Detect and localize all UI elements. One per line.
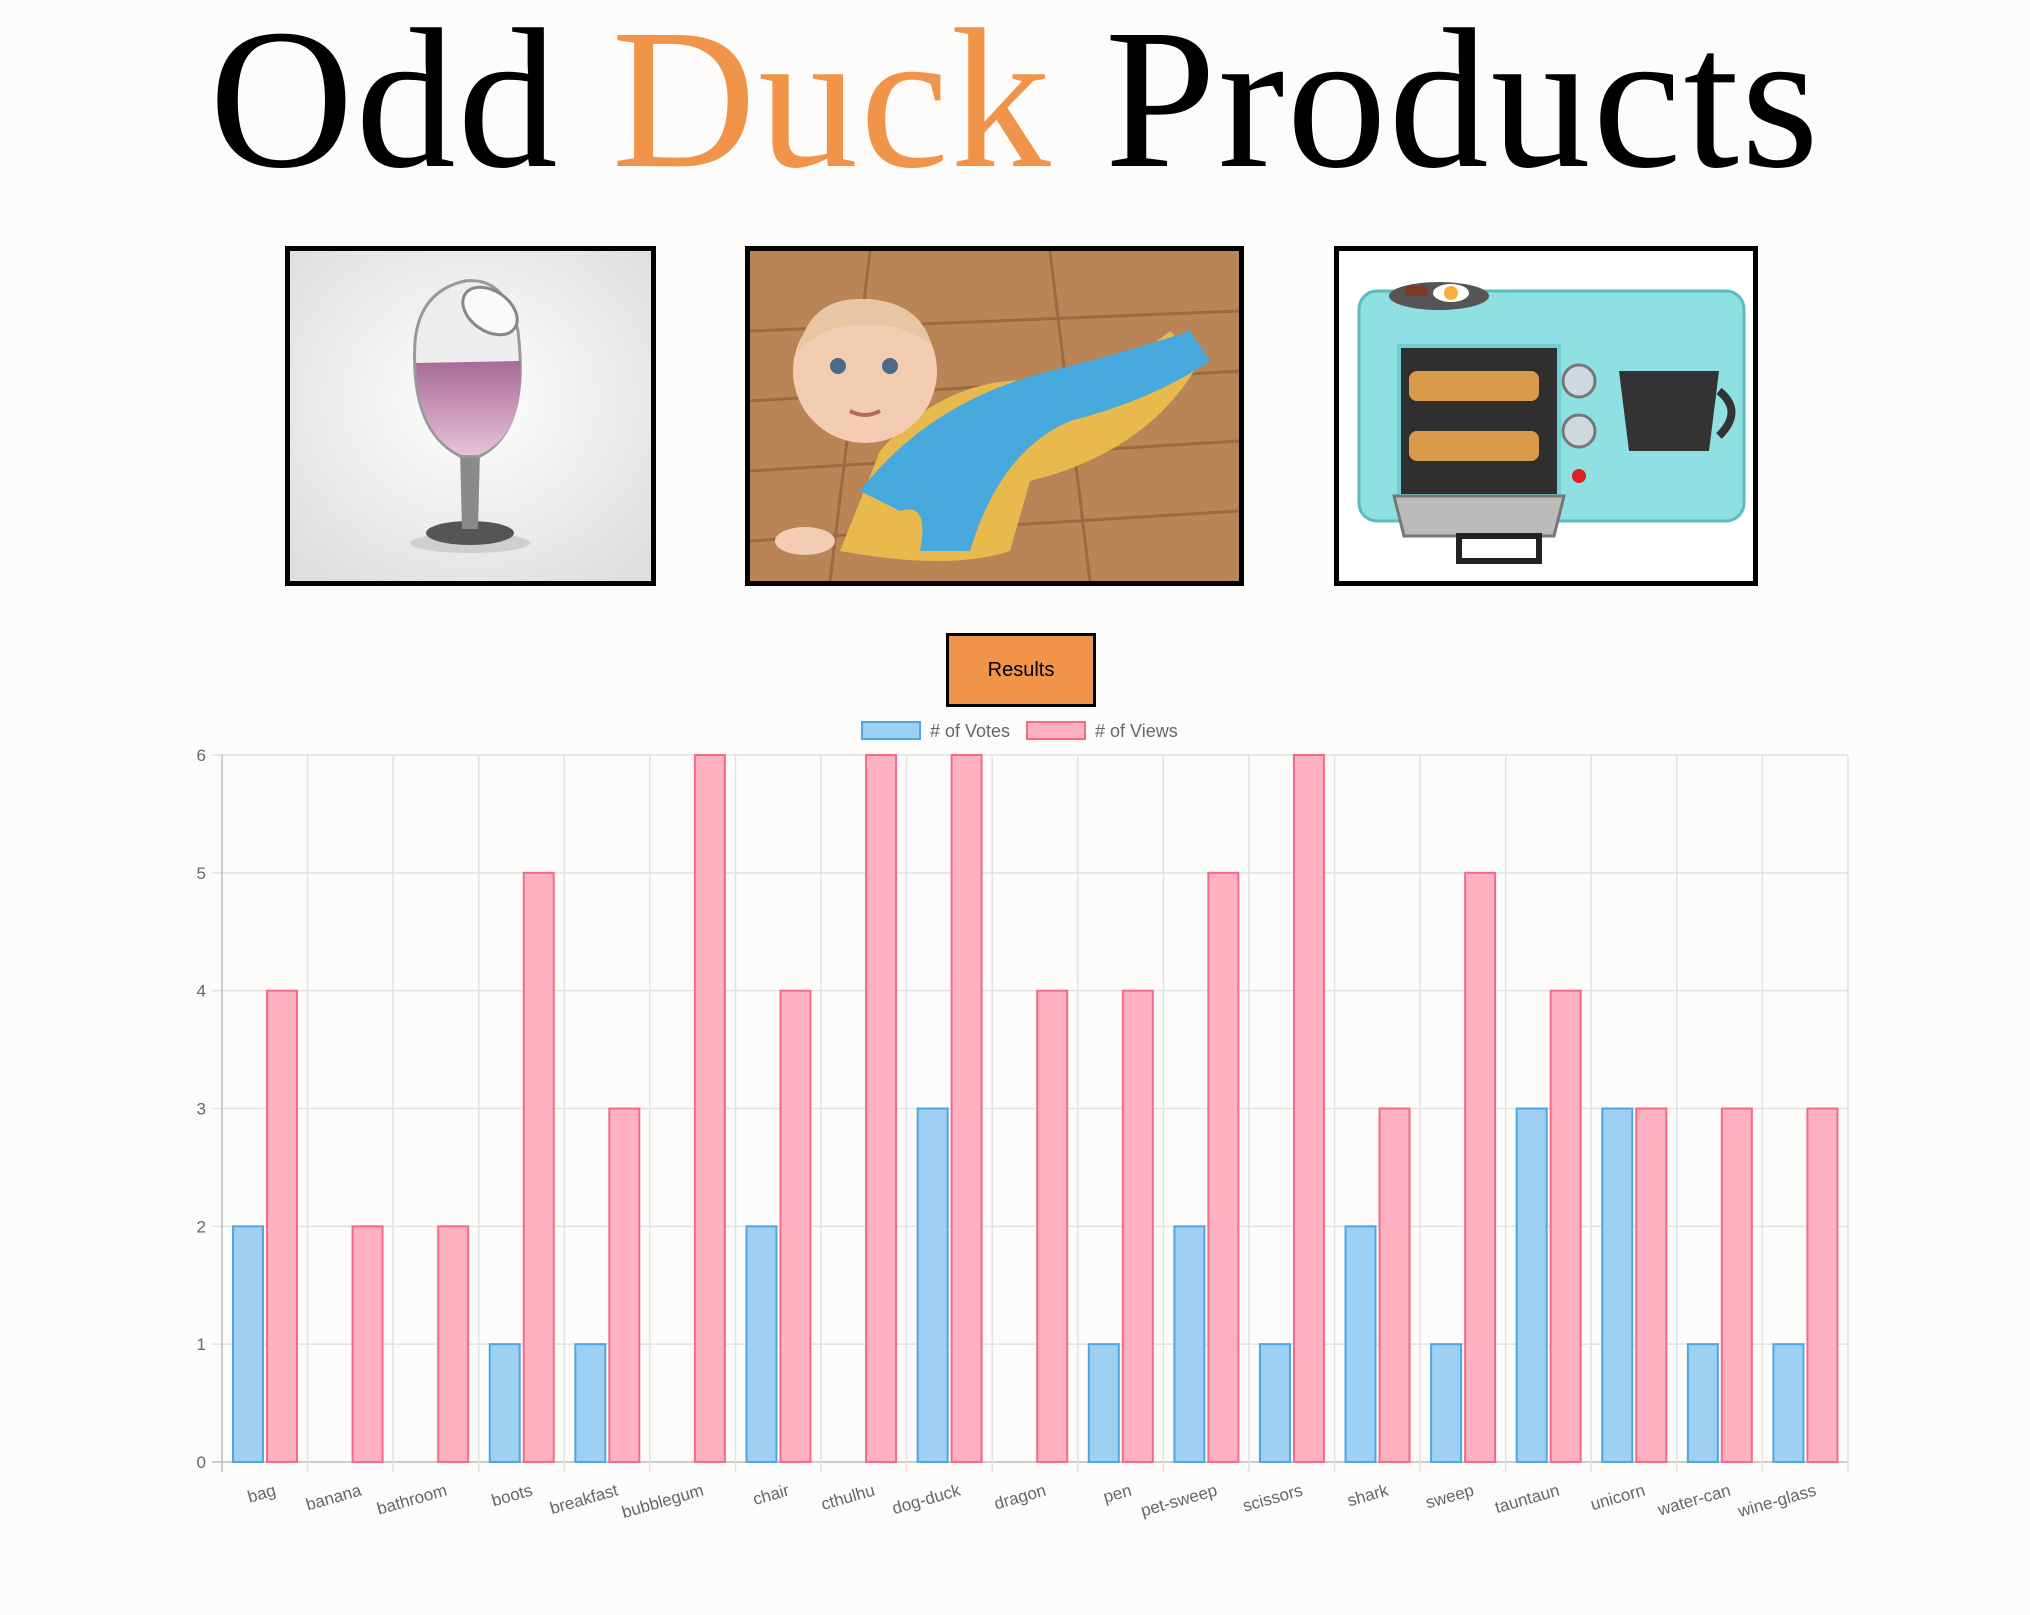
legend-label: # of Votes — [930, 721, 1010, 741]
bar-views — [608, 1107, 641, 1463]
y-tick-label: 0 — [197, 1453, 206, 1472]
title-word-odd: Odd — [209, 0, 560, 210]
wine-glass-image — [290, 251, 651, 581]
x-tick-label: sweep — [1424, 1481, 1476, 1513]
bar-votes — [488, 1343, 521, 1463]
x-tick-label: unicorn — [1588, 1481, 1647, 1515]
bar-views — [1378, 1107, 1411, 1463]
baby-mop-onesie-image — [750, 251, 1239, 581]
bar-views — [351, 1225, 384, 1464]
product-image-3[interactable] — [1334, 246, 1758, 586]
y-tick-label: 4 — [197, 982, 206, 1001]
bar-votes — [1430, 1343, 1463, 1463]
bar-votes — [574, 1343, 607, 1463]
x-tick-label: wine-glass — [1735, 1481, 1818, 1522]
bar-views — [437, 1225, 470, 1464]
results-button[interactable]: Results — [946, 633, 1096, 707]
title-word-products: Products — [1104, 0, 1821, 210]
x-tick-label: pen — [1101, 1481, 1134, 1507]
x-tick-label: bathroom — [375, 1481, 449, 1519]
x-tick-label: water-can — [1655, 1481, 1733, 1520]
bar-votes — [232, 1225, 264, 1464]
bar-views — [693, 754, 726, 1463]
bar-views — [1720, 1107, 1753, 1463]
bar-views — [1207, 871, 1240, 1463]
x-tick-label: bag — [245, 1481, 278, 1507]
bar-views — [865, 754, 898, 1463]
y-tick-label: 1 — [197, 1335, 206, 1354]
x-tick-label: scissors — [1241, 1481, 1305, 1516]
bar-votes — [1601, 1107, 1634, 1463]
bar-views — [1464, 871, 1497, 1463]
x-tick-label: breakfast — [548, 1481, 621, 1519]
x-tick-label: dragon — [992, 1481, 1048, 1514]
y-tick-label: 3 — [197, 1100, 206, 1119]
x-tick-label: shark — [1345, 1480, 1391, 1510]
bar-votes — [916, 1107, 949, 1463]
y-tick-label: 2 — [197, 1217, 206, 1236]
bar-views — [950, 754, 983, 1463]
y-tick-label: 5 — [197, 864, 206, 883]
legend-swatch — [1026, 721, 1086, 740]
x-tick-label: pet-sweep — [1139, 1481, 1220, 1521]
breakfast-toaster-oven-image — [1339, 251, 1753, 581]
y-tick-label: 6 — [197, 746, 206, 765]
bar-votes — [1344, 1225, 1377, 1464]
x-tick-label: banana — [304, 1480, 364, 1514]
bar-votes — [1515, 1107, 1548, 1463]
bar-votes — [745, 1225, 778, 1464]
legend-swatch — [861, 721, 921, 740]
legend-label: # of Views — [1095, 721, 1178, 741]
bar-votes — [1173, 1225, 1206, 1464]
bar-views — [266, 989, 298, 1464]
bar-views — [522, 871, 555, 1463]
x-tick-label: chair — [751, 1480, 792, 1509]
bar-views — [1121, 989, 1154, 1464]
bar-views — [779, 989, 812, 1464]
bar-views — [1292, 754, 1325, 1463]
product-image-2[interactable] — [745, 246, 1244, 586]
x-tick-label: tauntaun — [1493, 1481, 1562, 1518]
title-word-duck: Duck — [611, 0, 1053, 210]
bar-views — [1806, 1107, 1839, 1463]
x-tick-label: dog-duck — [890, 1480, 963, 1518]
bar-views — [1635, 1107, 1668, 1463]
bar-votes — [1258, 1343, 1291, 1463]
x-tick-label: boots — [489, 1481, 534, 1511]
bar-views — [1549, 989, 1582, 1464]
page-title: Odd Duck Products — [0, 0, 2030, 200]
product-image-1[interactable] — [285, 246, 656, 586]
x-tick-label: cthulhu — [819, 1481, 877, 1514]
bar-votes — [1772, 1343, 1805, 1463]
bar-votes — [1087, 1343, 1120, 1463]
bar-views — [1036, 989, 1069, 1464]
x-tick-label: bubblegum — [620, 1481, 706, 1522]
bar-votes — [1686, 1343, 1719, 1463]
